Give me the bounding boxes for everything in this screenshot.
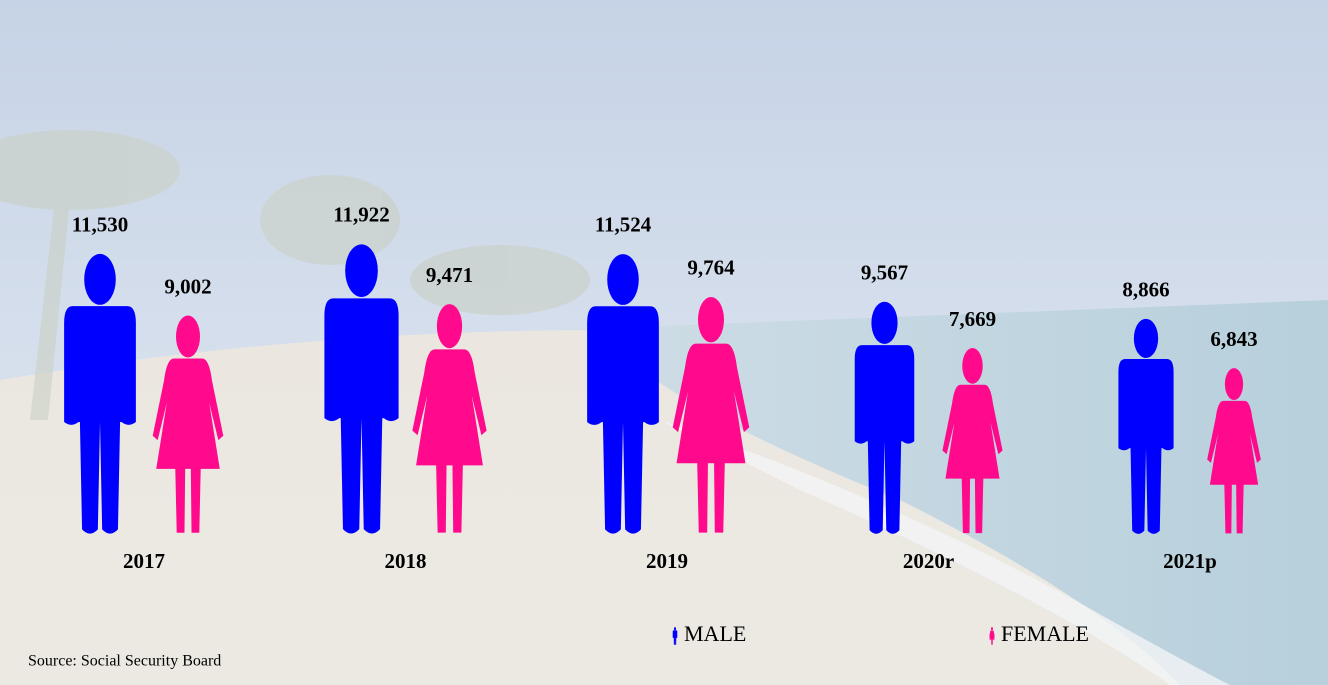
- value-label: 8,866: [1122, 278, 1169, 302]
- x-tick-label: 2021p: [1163, 549, 1217, 573]
- value-label: 9,567: [861, 260, 908, 284]
- value-label: 11,922: [333, 203, 390, 227]
- value-label: 9,471: [426, 263, 473, 287]
- x-tick-label: 2019: [646, 549, 688, 573]
- x-tick-label: 2017: [123, 549, 165, 573]
- source: Source: Social Security Board: [28, 653, 221, 670]
- value-label: 9,764: [687, 256, 735, 280]
- x-tick-label: 2020r: [903, 549, 954, 573]
- x-tick-label: 2018: [385, 549, 427, 573]
- value-label: 9,002: [164, 274, 211, 298]
- chart: Source: Social Security Board 2017 11,530…: [0, 0, 1328, 685]
- legend-label: FEMALE: [1001, 621, 1089, 646]
- legend-label: MALE: [684, 621, 746, 646]
- value-label: 6,843: [1210, 327, 1257, 351]
- value-label: 11,530: [72, 212, 129, 236]
- value-label: 11,524: [595, 212, 652, 236]
- value-label: 7,669: [949, 307, 996, 331]
